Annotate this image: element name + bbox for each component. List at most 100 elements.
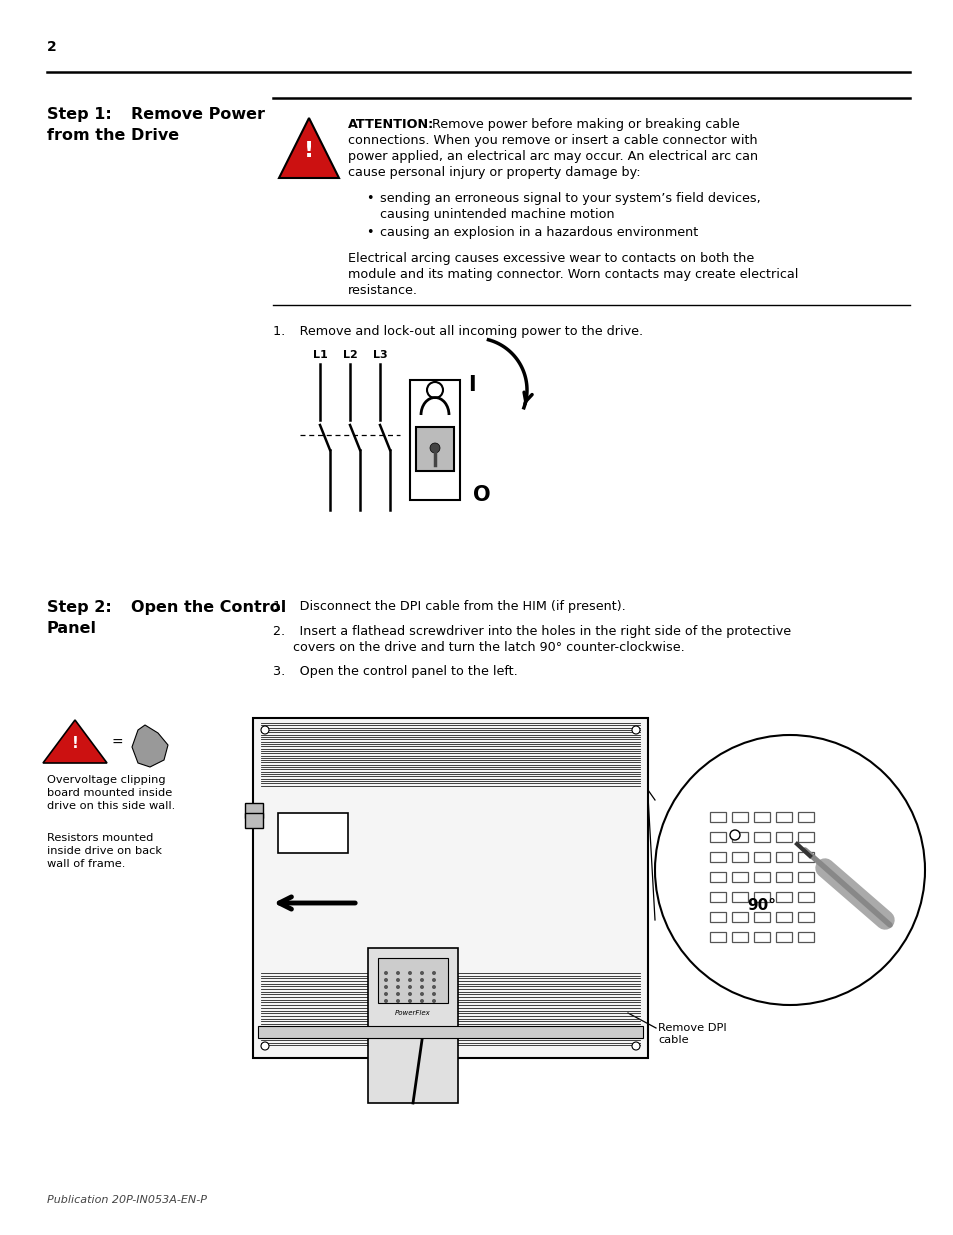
- Bar: [731, 892, 747, 902]
- Text: Remove power before making or breaking cable: Remove power before making or breaking c…: [423, 119, 739, 131]
- Bar: [731, 832, 747, 842]
- Circle shape: [427, 382, 442, 398]
- Bar: [797, 892, 813, 902]
- Bar: [245, 813, 263, 827]
- Text: Remove DPI
cable: Remove DPI cable: [658, 1023, 726, 1045]
- Circle shape: [408, 992, 412, 995]
- Text: 2: 2: [47, 40, 56, 54]
- Bar: [753, 872, 769, 882]
- Text: !: !: [71, 736, 78, 751]
- Circle shape: [384, 992, 388, 995]
- Polygon shape: [132, 725, 168, 767]
- Bar: [253, 718, 647, 1058]
- Text: 90°: 90°: [747, 898, 776, 913]
- Circle shape: [395, 992, 399, 995]
- Text: •: •: [366, 226, 374, 240]
- Text: L1: L1: [313, 350, 327, 359]
- Bar: [775, 911, 791, 923]
- FancyBboxPatch shape: [416, 427, 454, 471]
- Circle shape: [384, 999, 388, 1003]
- Circle shape: [408, 986, 412, 989]
- Circle shape: [384, 971, 388, 974]
- Text: L2: L2: [342, 350, 357, 359]
- Circle shape: [384, 978, 388, 982]
- Text: Step 2:   Open the Control
Panel: Step 2: Open the Control Panel: [47, 600, 286, 636]
- Bar: [753, 932, 769, 942]
- Circle shape: [419, 999, 423, 1003]
- Bar: [245, 803, 263, 818]
- Circle shape: [432, 971, 436, 974]
- Bar: [257, 1026, 642, 1037]
- Bar: [709, 911, 725, 923]
- Bar: [709, 932, 725, 942]
- Circle shape: [631, 726, 639, 734]
- Bar: [731, 811, 747, 823]
- Text: I: I: [468, 375, 476, 395]
- Bar: [797, 832, 813, 842]
- Bar: [797, 872, 813, 882]
- Circle shape: [430, 443, 439, 453]
- Circle shape: [432, 978, 436, 982]
- Bar: [775, 932, 791, 942]
- Bar: [775, 892, 791, 902]
- Bar: [797, 811, 813, 823]
- Circle shape: [395, 978, 399, 982]
- Text: O: O: [473, 485, 490, 505]
- Circle shape: [419, 992, 423, 995]
- Text: causing an explosion in a hazardous environment: causing an explosion in a hazardous envi…: [379, 226, 698, 240]
- Bar: [775, 832, 791, 842]
- Circle shape: [631, 1042, 639, 1050]
- Bar: [410, 380, 459, 500]
- Bar: [753, 832, 769, 842]
- Text: 3.   Open the control panel to the left.: 3. Open the control panel to the left.: [273, 664, 517, 678]
- Circle shape: [408, 971, 412, 974]
- Text: PowerFlex: PowerFlex: [395, 1010, 431, 1016]
- Text: causing unintended machine motion: causing unintended machine motion: [379, 207, 614, 221]
- Text: L3: L3: [373, 350, 387, 359]
- Bar: [775, 811, 791, 823]
- Circle shape: [408, 999, 412, 1003]
- Text: •: •: [366, 191, 374, 205]
- Text: Electrical arcing causes excessive wear to contacts on both the: Electrical arcing causes excessive wear …: [348, 252, 754, 266]
- Circle shape: [384, 986, 388, 989]
- Text: connections. When you remove or insert a cable connector with: connections. When you remove or insert a…: [348, 135, 757, 147]
- Circle shape: [395, 999, 399, 1003]
- Text: Overvoltage clipping
board mounted inside
drive on this side wall.: Overvoltage clipping board mounted insid…: [47, 776, 175, 811]
- Text: 1.   Disconnect the DPI cable from the HIM (if present).: 1. Disconnect the DPI cable from the HIM…: [273, 600, 625, 613]
- Bar: [753, 911, 769, 923]
- Circle shape: [408, 978, 412, 982]
- Bar: [797, 852, 813, 862]
- Bar: [797, 932, 813, 942]
- Bar: [753, 852, 769, 862]
- Circle shape: [419, 978, 423, 982]
- Text: 1.   Remove and lock-out all incoming power to the drive.: 1. Remove and lock-out all incoming powe…: [273, 325, 642, 338]
- Circle shape: [432, 986, 436, 989]
- Circle shape: [729, 830, 740, 840]
- Bar: [731, 911, 747, 923]
- Circle shape: [395, 986, 399, 989]
- Bar: [775, 872, 791, 882]
- Bar: [709, 811, 725, 823]
- Bar: [731, 872, 747, 882]
- Circle shape: [655, 735, 924, 1005]
- Circle shape: [432, 992, 436, 995]
- Text: ATTENTION:: ATTENTION:: [348, 119, 434, 131]
- Text: covers on the drive and turn the latch 90° counter-clockwise.: covers on the drive and turn the latch 9…: [293, 641, 684, 655]
- Bar: [709, 892, 725, 902]
- Text: power applied, an electrical arc may occur. An electrical arc can: power applied, an electrical arc may occ…: [348, 149, 758, 163]
- Circle shape: [261, 726, 269, 734]
- Circle shape: [261, 1042, 269, 1050]
- Bar: [709, 872, 725, 882]
- Circle shape: [395, 971, 399, 974]
- Text: 2.   Insert a flathead screwdriver into the holes in the right side of the prote: 2. Insert a flathead screwdriver into th…: [273, 625, 790, 638]
- Circle shape: [419, 986, 423, 989]
- Bar: [377, 958, 448, 1003]
- Polygon shape: [43, 720, 107, 763]
- Bar: [731, 932, 747, 942]
- Bar: [753, 811, 769, 823]
- Text: Resistors mounted
inside drive on back
wall of frame.: Resistors mounted inside drive on back w…: [47, 832, 162, 869]
- Text: module and its mating connector. Worn contacts may create electrical: module and its mating connector. Worn co…: [348, 268, 798, 282]
- Bar: [753, 892, 769, 902]
- Circle shape: [432, 999, 436, 1003]
- Text: !: !: [304, 141, 314, 161]
